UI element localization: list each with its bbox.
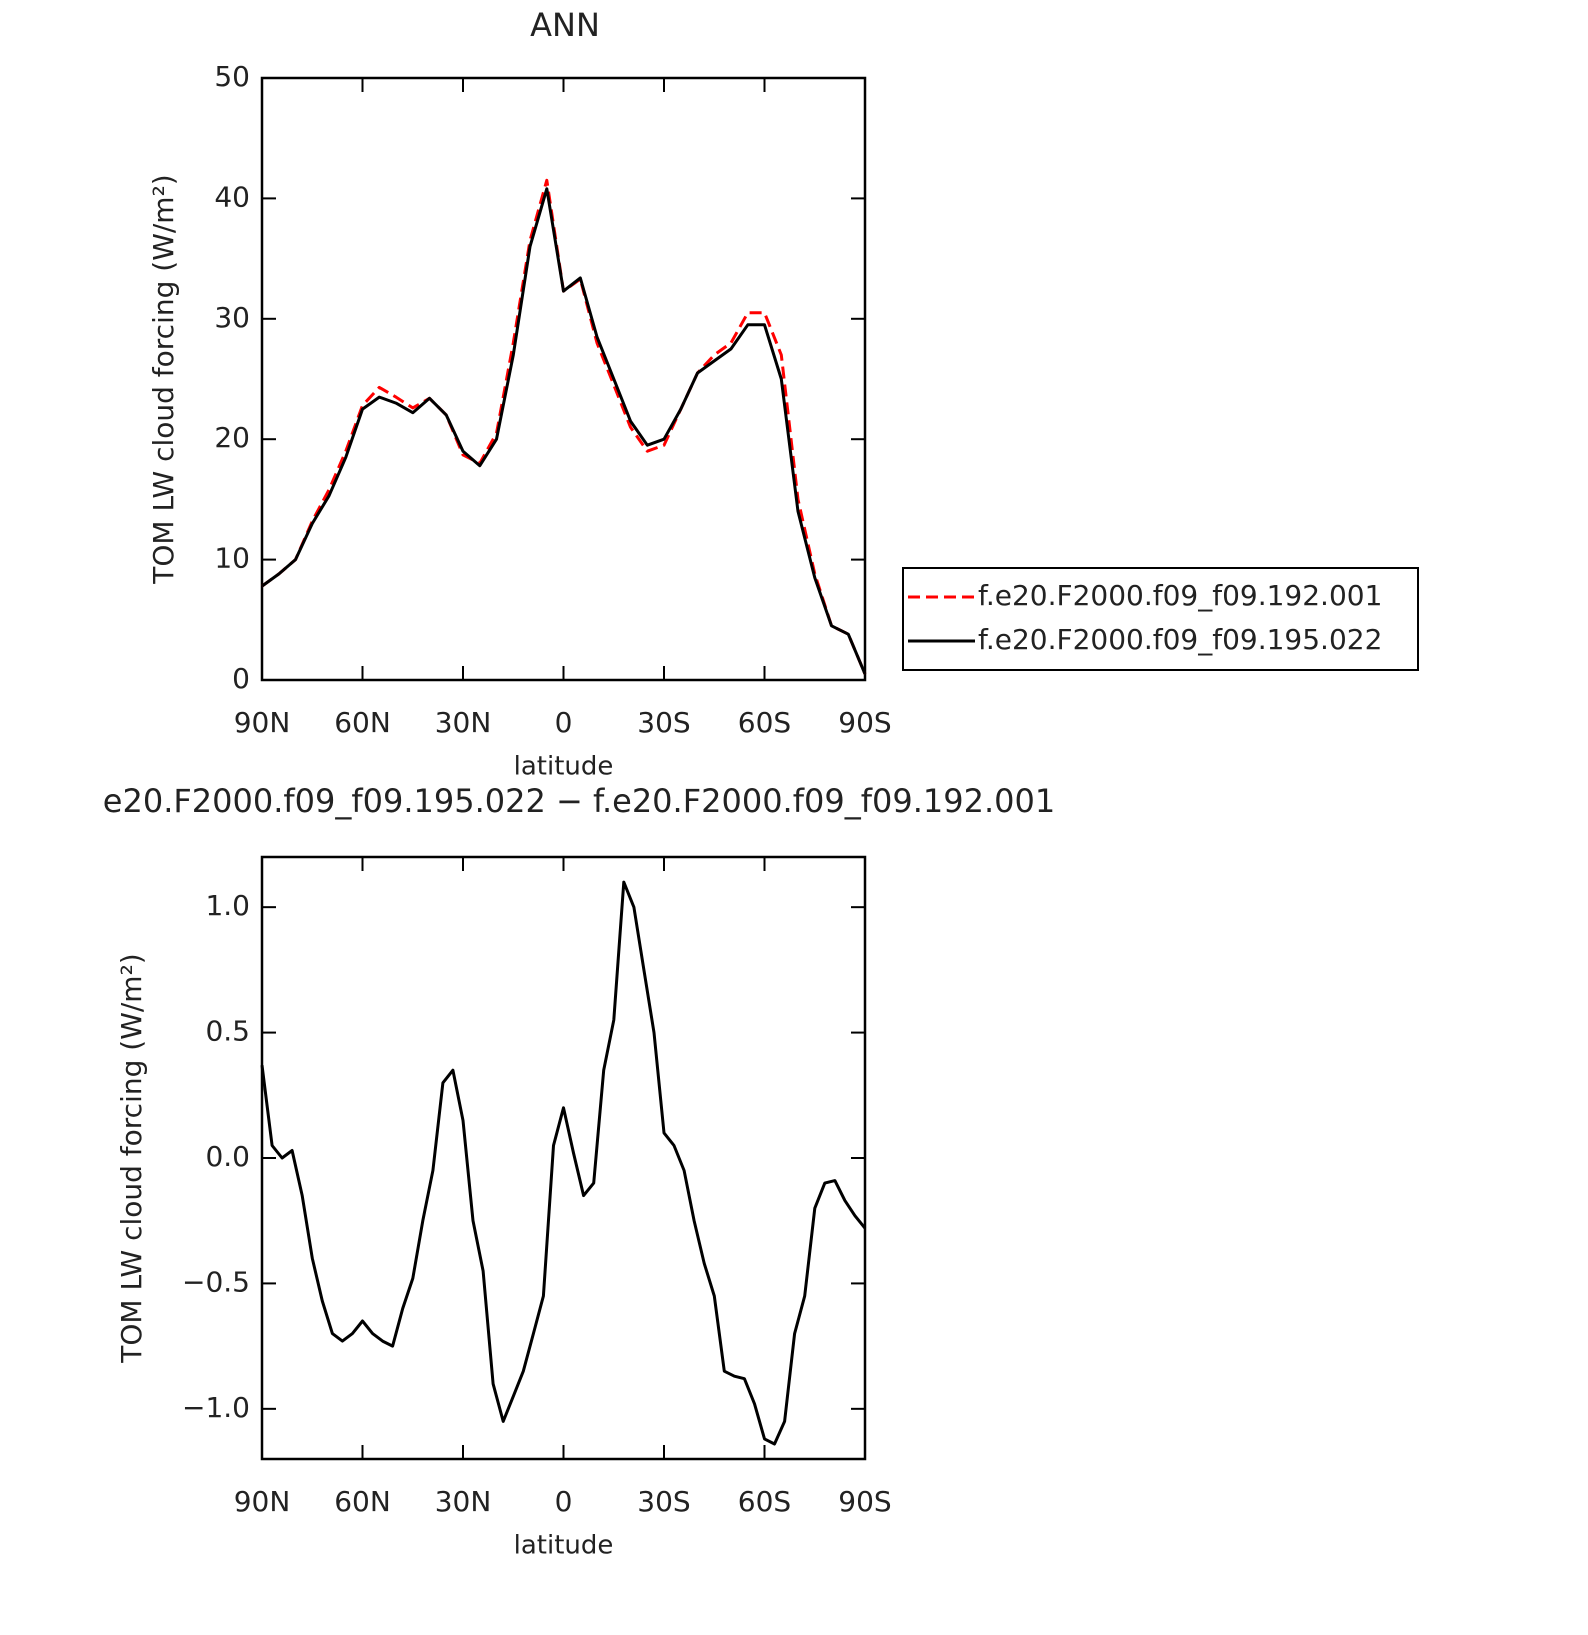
legend-label: f.e20.F2000.f09_f09.192.001 — [978, 579, 1382, 612]
data-line — [261, 187, 867, 675]
plot-frame — [260, 76, 867, 682]
x-axis-label: latitude — [514, 752, 614, 782]
x-tick-label: 90S — [838, 1485, 891, 1518]
y-axis-label: TOM LW cloud forcing (W/m²) — [147, 174, 180, 585]
chart-title: e20.F2000.f09_f09.195.022 − f.e20.F2000.… — [103, 782, 1055, 820]
x-tick-label: 0 — [555, 1485, 573, 1518]
y-axis-label: TOM LW cloud forcing (W/m²) — [115, 953, 148, 1364]
x-tick-label: 60N — [334, 706, 391, 739]
y-tick-label: 50 — [214, 60, 250, 93]
x-tick-label: 90N — [234, 706, 291, 739]
y-tick-label: 1.0 — [205, 889, 250, 922]
data-line — [261, 178, 867, 675]
legend-box — [902, 567, 1419, 671]
x-tick-label: 60S — [738, 706, 791, 739]
x-tick-label: 30N — [435, 706, 492, 739]
y-tick-label: 40 — [214, 180, 250, 213]
legend-label: f.e20.F2000.f09_f09.195.022 — [978, 623, 1382, 656]
x-tick-label: 30S — [637, 1485, 690, 1518]
chart-title: ANN — [530, 6, 600, 44]
x-tick-label: 0 — [555, 706, 573, 739]
y-tick-label: 30 — [214, 301, 250, 334]
y-tick-label: 10 — [214, 542, 250, 575]
x-tick-label: 60N — [334, 1485, 391, 1518]
y-tick-label: 0 — [232, 662, 250, 695]
x-axis-label: latitude — [514, 1531, 614, 1561]
y-tick-label: 0.5 — [205, 1015, 250, 1048]
plot-frame — [260, 855, 867, 1461]
y-tick-label: −1.0 — [182, 1391, 250, 1424]
y-tick-label: 0.0 — [205, 1140, 250, 1173]
x-tick-label: 30N — [435, 1485, 492, 1518]
x-tick-label: 60S — [738, 1485, 791, 1518]
x-tick-label: 90S — [838, 706, 891, 739]
x-tick-label: 90N — [234, 1485, 291, 1518]
data-line — [260, 880, 867, 1446]
y-tick-label: 20 — [214, 421, 250, 454]
y-tick-label: −0.5 — [182, 1265, 250, 1298]
x-tick-label: 30S — [637, 706, 690, 739]
